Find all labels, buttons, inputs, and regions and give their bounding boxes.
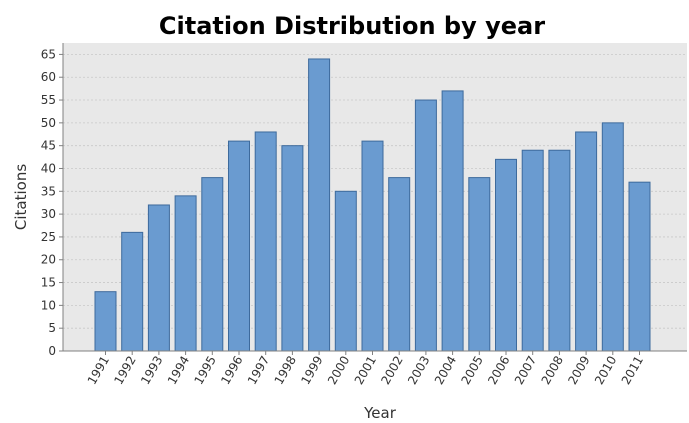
bar-1995 bbox=[201, 177, 224, 352]
y-tick-label: 20 bbox=[41, 253, 56, 267]
x-tick-label: 2002 bbox=[378, 354, 405, 387]
x-tick-label: 2011 bbox=[619, 354, 646, 387]
y-tick-label: 10 bbox=[41, 298, 56, 312]
x-tick-label: 1997 bbox=[245, 354, 272, 387]
y-tick-label: 65 bbox=[41, 47, 56, 61]
y-axis-label: Citations bbox=[12, 164, 30, 230]
x-tick-label: 1992 bbox=[111, 354, 138, 387]
x-axis-label: Year bbox=[363, 404, 397, 422]
bar-2003 bbox=[414, 99, 437, 352]
y-tick-label: 15 bbox=[41, 276, 56, 290]
y-tick-label: 0 bbox=[48, 344, 56, 358]
y-tick-label: 40 bbox=[41, 161, 56, 175]
bar-2010 bbox=[601, 122, 624, 352]
bar-2009 bbox=[575, 131, 598, 352]
x-tick-label: 2009 bbox=[565, 354, 592, 387]
y-tick-label: 25 bbox=[41, 230, 56, 244]
bar-2004 bbox=[441, 90, 464, 352]
bar-1993 bbox=[147, 204, 170, 352]
bar-2001 bbox=[361, 140, 384, 352]
bar-2000 bbox=[334, 190, 357, 352]
x-tick-label: 2005 bbox=[459, 354, 486, 387]
x-tick-label: 2004 bbox=[432, 354, 459, 387]
x-tick-label: 2000 bbox=[325, 354, 352, 387]
x-tick-label: 1995 bbox=[192, 354, 219, 387]
x-tick-label: 2006 bbox=[485, 354, 512, 387]
bar-1991 bbox=[94, 291, 117, 352]
x-tick-label: 2001 bbox=[352, 354, 379, 387]
bar-2007 bbox=[521, 149, 544, 352]
x-tick-label: 1993 bbox=[138, 354, 165, 387]
x-tick-label: 2007 bbox=[512, 354, 539, 387]
x-tick-label: 2010 bbox=[592, 354, 619, 387]
bar-1996 bbox=[228, 140, 250, 352]
x-tick-label: 2003 bbox=[405, 354, 432, 387]
y-axis: 0 5 10 15 20 25 30 35 40 45 50 55 60 65 bbox=[41, 43, 64, 358]
y-tick-label: 50 bbox=[41, 116, 56, 130]
bar-1997 bbox=[254, 131, 277, 352]
x-tick-label: 1996 bbox=[218, 354, 245, 387]
bar-2005 bbox=[468, 177, 491, 352]
y-tick-label: 5 bbox=[48, 321, 56, 335]
y-tick-label: 60 bbox=[41, 70, 56, 84]
x-tick-label: 1998 bbox=[272, 354, 299, 387]
bar-2008 bbox=[548, 149, 571, 352]
bar-1999 bbox=[308, 58, 331, 352]
bar-1998 bbox=[281, 145, 304, 352]
x-axis: 1991 1992 1993 1994 1995 1996 1997 1998 1999 2000… bbox=[63, 350, 687, 387]
bar-1994 bbox=[174, 195, 197, 352]
x-tick-label: 1994 bbox=[165, 354, 192, 387]
bar-2002 bbox=[388, 177, 411, 352]
bar-1992 bbox=[121, 231, 144, 352]
chart-title: Citation Distribution by year bbox=[159, 12, 545, 40]
x-tick-label: 1999 bbox=[298, 354, 325, 387]
bar-2011 bbox=[628, 181, 651, 352]
y-tick-label: 55 bbox=[41, 93, 56, 107]
y-tick-label: 45 bbox=[41, 139, 56, 153]
x-tick-label: 2008 bbox=[539, 354, 566, 387]
y-tick-label: 35 bbox=[41, 184, 56, 198]
x-tick-label: 1991 bbox=[85, 354, 112, 387]
bar-2006 bbox=[495, 158, 517, 352]
y-tick-label: 30 bbox=[41, 207, 56, 221]
bars bbox=[94, 58, 651, 352]
